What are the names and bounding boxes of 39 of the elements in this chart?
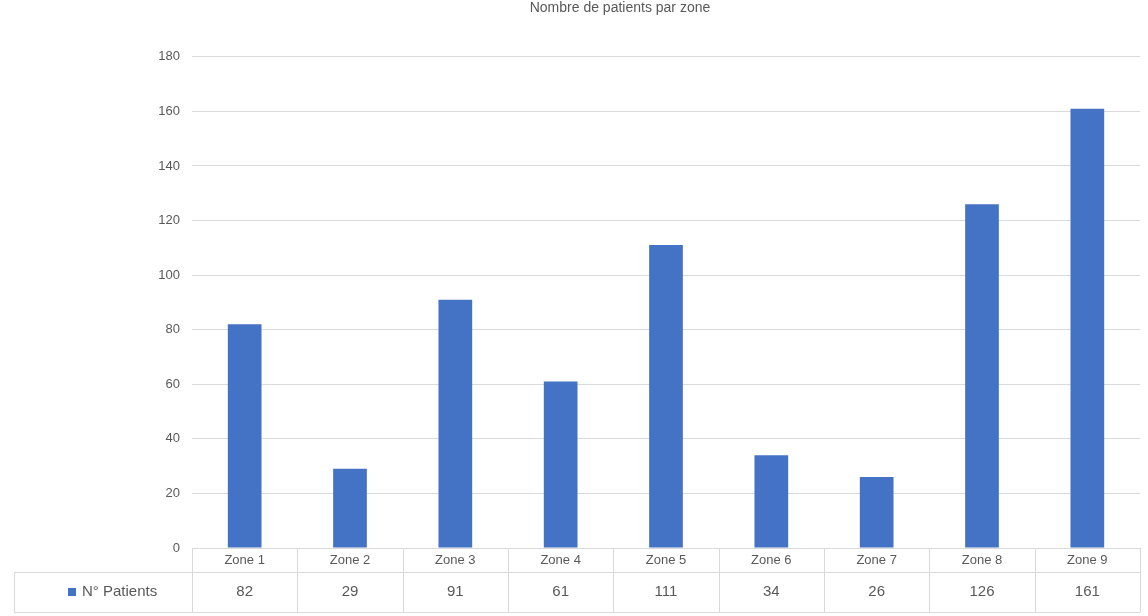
x-tick-label: Zone 8 <box>961 552 1003 568</box>
data-label: 91 <box>446 582 464 600</box>
x-tick-label: Zone 6 <box>751 552 792 568</box>
y-tick-label: 100 <box>158 266 180 282</box>
x-tick-label: Zone 4 <box>540 552 581 568</box>
bar <box>754 455 789 548</box>
data-label: 34 <box>762 582 780 600</box>
x-tick-label: Zone 5 <box>645 552 687 568</box>
data-label: 26 <box>868 582 886 600</box>
bar <box>1070 108 1105 548</box>
y-tick-label: 0 <box>172 539 180 555</box>
y-tick-label: 40 <box>165 430 180 446</box>
data-label: 29 <box>341 582 359 600</box>
data-label: 161 <box>1074 582 1100 600</box>
bar <box>227 324 262 548</box>
x-tick-label: Zone 3 <box>435 552 476 568</box>
bar <box>333 468 367 548</box>
x-tick-label: Zone 2 <box>329 552 371 568</box>
x-tick-label: Zone 9 <box>1067 552 1108 568</box>
data-label: 61 <box>552 582 570 600</box>
bar <box>649 245 683 548</box>
y-tick-label: 60 <box>165 375 180 391</box>
data-label: 111 <box>654 582 678 600</box>
y-tick-label: 20 <box>165 485 180 500</box>
x-tick-label: Zone 7 <box>856 552 897 568</box>
y-tick-label: 180 <box>158 48 180 64</box>
data-label: 126 <box>969 582 995 600</box>
bar <box>965 204 999 548</box>
chart-title: Nombre de patients par zone <box>529 0 711 16</box>
data-label: 82 <box>236 582 254 600</box>
bar <box>543 381 578 548</box>
y-tick-label: 120 <box>158 212 180 228</box>
legend-label: N° Patients <box>82 582 158 600</box>
bar <box>859 477 894 548</box>
x-tick-label: Zone 1 <box>224 552 265 568</box>
bar <box>438 299 473 548</box>
y-tick-label: 80 <box>165 321 180 337</box>
y-tick-label: 160 <box>158 102 180 118</box>
y-tick-label: 140 <box>158 157 180 173</box>
